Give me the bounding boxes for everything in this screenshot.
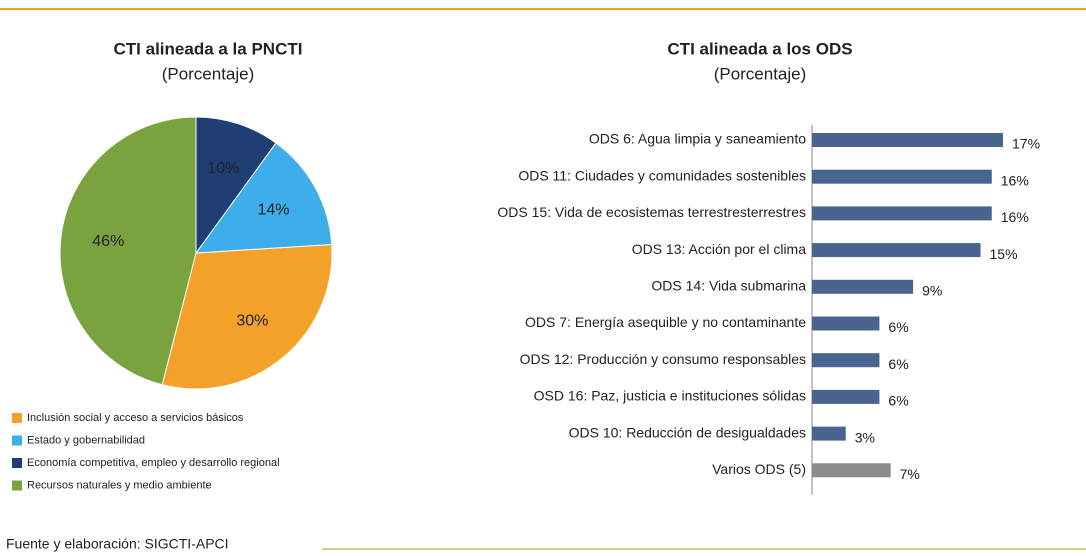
legend-label: Inclusión social y acceso a servicios bá… [27,412,244,424]
pie-subtitle: (Porcentaje) [162,64,255,83]
bar [812,133,1003,147]
category-label: ODS 12: Producción y consumo responsable… [520,351,806,367]
slice-label: 10% [207,160,239,177]
legend-swatch [12,458,22,468]
legend-label: Economía competitiva, empleo y desarroll… [27,457,280,469]
category-label: ODS 13: Acción por el clima [632,241,807,257]
bar [812,463,891,478]
bar [812,206,992,221]
slice-label: 46% [92,233,124,250]
legend-swatch [12,435,22,446]
bar [812,426,846,441]
value-label: 6% [888,356,908,372]
category-label: ODS 14: Vida submarina [651,278,806,294]
bar [812,243,981,258]
legend-label: Recursos naturales y medio ambiente [27,479,212,491]
bar-subtitle: (Porcentaje) [714,64,807,83]
value-label: 17% [1012,136,1040,152]
bar [812,169,992,184]
slice-label: 30% [236,312,268,329]
pie-slice [59,116,197,386]
value-label: 7% [900,466,920,482]
value-label: 9% [922,283,942,299]
legend-swatch [12,413,22,423]
pie-slice [194,142,333,254]
category-label: ODS 15: Vida de ecosistemas terrestreste… [497,204,806,220]
slice-label: 14% [257,202,289,219]
legend-label: Estado y gobernabilidad [27,434,145,446]
legend-swatch [12,480,22,491]
pie-slice [195,116,277,255]
category-label: Varios ODS (5) [712,461,806,477]
category-label: ODS 11: Ciudades y comunidades sostenibl… [518,167,806,183]
value-label: 6% [888,393,908,409]
category-label: ODS 7: Energía asequible y no contaminan… [525,314,806,330]
value-label: 16% [1001,172,1029,188]
category-label: OSD 16: Paz, justicia e instituciones só… [534,388,806,404]
bar-title: CTI alineada a los ODS [667,39,852,58]
bar [812,316,880,331]
bar [812,389,880,404]
footer: Fuente y elaboración: SIGCTI-APCI [6,536,229,552]
value-label: 6% [888,319,908,335]
value-label: 3% [855,429,875,445]
bar [812,279,914,294]
value-label: 15% [990,246,1018,262]
bar [812,353,880,368]
pie-slice [161,243,333,390]
value-label: 16% [1001,209,1029,225]
category-label: ODS 10: Reducción de desigualdades [569,424,806,440]
pie-title: CTI alineada a la PNCTI [114,39,303,58]
category-label: ODS 6: Agua limpia y saneamiento [589,131,806,147]
